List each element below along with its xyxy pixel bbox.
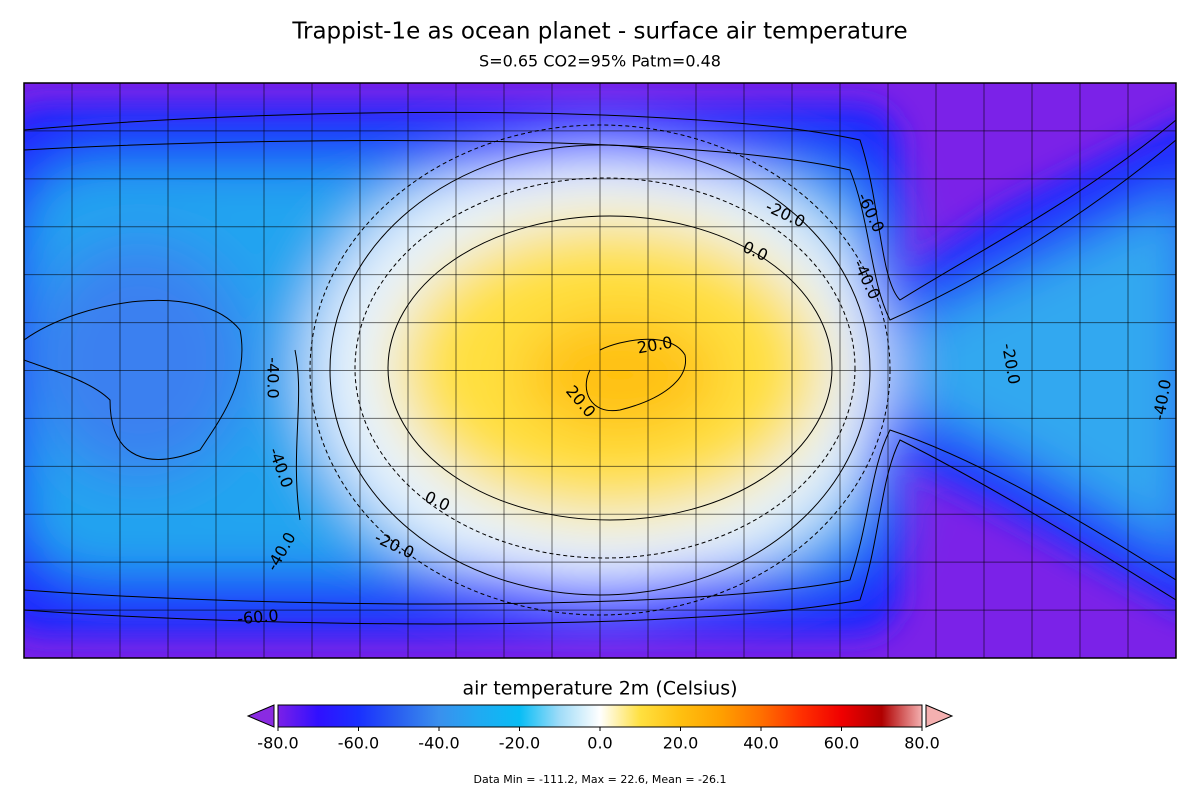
colorbar-tick-label: -40.0 xyxy=(418,734,459,753)
colorbar-tick-label: -20.0 xyxy=(499,734,540,753)
colorbar-tick-label: 0.0 xyxy=(587,734,612,753)
colorbar-tick-label: 40.0 xyxy=(743,734,779,753)
contour-label: -60.0 xyxy=(236,606,279,629)
chart-title: Trappist-1e as ocean planet - surface ai… xyxy=(291,19,907,45)
colorbar-bar xyxy=(277,704,923,728)
colorbar-tick-label: 20.0 xyxy=(663,734,699,753)
chart-subtitle: S=0.65 CO2=95% Patm=0.48 xyxy=(479,52,721,71)
colorbar-tick-label: -60.0 xyxy=(338,734,379,753)
graticule xyxy=(24,83,1176,658)
footnote: Data Min = -111.2, Max = 22.6, Mean = -2… xyxy=(473,773,726,786)
colorbar-tick-label: 60.0 xyxy=(824,734,860,753)
colorbar-extend-low xyxy=(246,704,275,728)
colorbar-label: air temperature 2m (Celsius) xyxy=(462,678,737,700)
map-frame xyxy=(23,82,1177,659)
colorbar: -80.0 -60.0 -40.0 -20.0 0.0 20.0 40.0 60.0 80.0 xyxy=(246,704,954,753)
colorbar-tick-label: 80.0 xyxy=(904,734,940,753)
colorbar-tick-label: -80.0 xyxy=(257,734,298,753)
contour-label: -40.0 xyxy=(264,357,283,398)
colorbar-extend-high xyxy=(925,704,954,728)
